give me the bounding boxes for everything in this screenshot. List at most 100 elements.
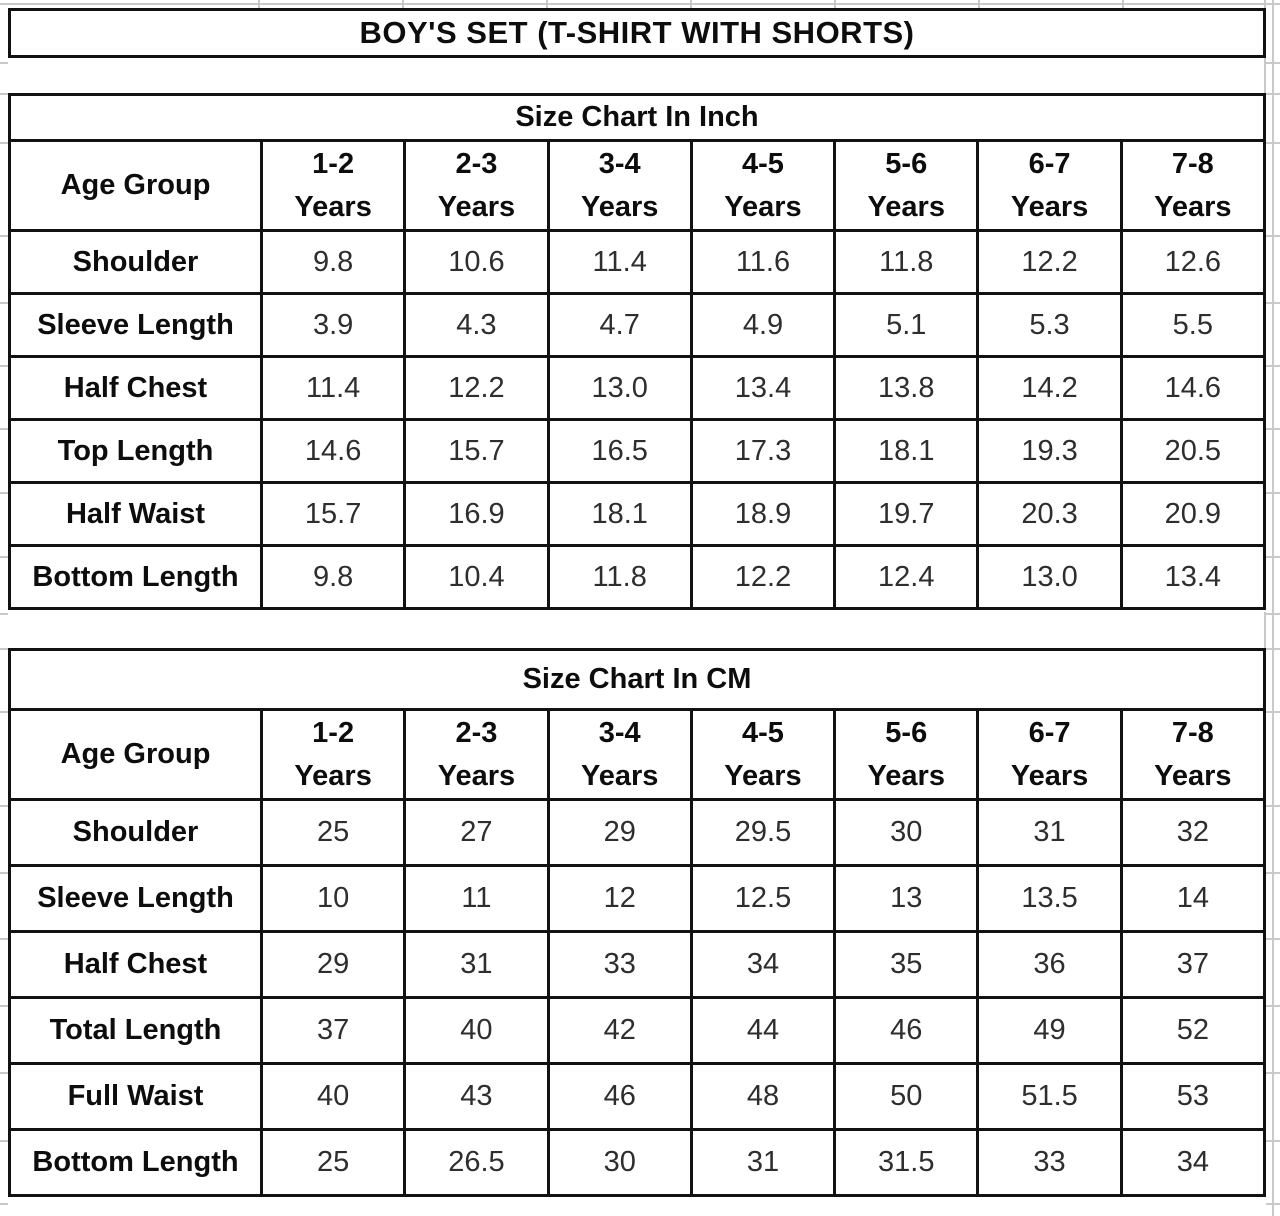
grid-line — [1266, 302, 1280, 304]
data-cell: 31.5 — [833, 1128, 980, 1197]
grid-line — [1272, 0, 1274, 1216]
data-cell: 19.7 — [833, 481, 980, 547]
grid-line — [258, 0, 260, 9]
data-cell: 17.3 — [689, 418, 837, 484]
table-header-row: Age Group 1-2 Years 2-3 Years 3-4 Years 4-5… — [8, 139, 1267, 232]
data-cell: 49 — [976, 996, 1123, 1065]
grid-line — [0, 1140, 8, 1142]
grid-line — [0, 613, 8, 615]
data-cell: 16.9 — [403, 481, 550, 547]
data-cell: 13.4 — [1119, 544, 1267, 610]
data-cell: 30 — [833, 798, 980, 867]
data-cell: 46 — [833, 996, 980, 1065]
age-unit: Years — [294, 190, 372, 223]
data-cell: 16.5 — [546, 418, 693, 484]
table-header-row: Age Group 1-2 Years 2-3 Years 3-4 Years 4-5… — [8, 708, 1267, 801]
grid-line — [1266, 556, 1280, 558]
data-cell: 30 — [546, 1128, 693, 1197]
data-cell: 29 — [546, 798, 693, 867]
data-cell: 53 — [1119, 1062, 1267, 1131]
col-header: 3-4 Years — [546, 139, 693, 232]
age-unit: Years — [1154, 190, 1232, 223]
data-cell: 48 — [689, 1062, 837, 1131]
data-cell: 25 — [259, 798, 407, 867]
grid-line — [0, 492, 8, 494]
data-cell: 18.1 — [833, 418, 980, 484]
grid-line — [1266, 648, 1280, 650]
table-row: Shoulder 9.8 10.6 11.4 11.6 11.8 12.2 12… — [8, 229, 1267, 295]
grid-line — [0, 62, 8, 64]
data-cell: 13.0 — [976, 544, 1123, 610]
age-unit: Years — [1010, 190, 1089, 223]
data-cell: 5.1 — [833, 292, 980, 358]
data-cell: 29 — [259, 930, 407, 999]
data-cell: 51.5 — [976, 1062, 1123, 1131]
age-range: 7-8 — [1171, 716, 1214, 749]
data-cell: 20.5 — [1119, 418, 1267, 484]
grid-line — [0, 872, 8, 874]
age-range: 4-5 — [742, 147, 784, 180]
corner-header-age-group: Age Group — [8, 139, 263, 232]
data-cell: 25 — [259, 1128, 407, 1197]
col-header: 6-7 Years — [976, 708, 1123, 801]
row-label: Shoulder — [8, 229, 263, 295]
data-cell: 37 — [259, 996, 407, 1065]
data-cell: 5.5 — [1119, 292, 1267, 358]
data-cell: 12.5 — [689, 864, 837, 933]
age-unit: Years — [580, 759, 659, 792]
grid-line — [1264, 0, 1266, 9]
data-cell: 13.0 — [546, 355, 693, 421]
grid-line — [0, 1005, 8, 1007]
grid-line — [0, 365, 8, 367]
row-label: Half Waist — [8, 481, 263, 547]
data-cell: 12.2 — [689, 544, 837, 610]
grid-line — [402, 0, 404, 9]
col-header: 7-8 Years — [1119, 708, 1267, 801]
row-label: Sleeve Length — [8, 292, 263, 358]
data-cell: 11.6 — [689, 229, 837, 295]
grid-line — [0, 428, 8, 430]
data-cell: 26.5 — [403, 1128, 550, 1197]
data-cell: 3.9 — [259, 292, 407, 358]
age-unit: Years — [580, 190, 659, 223]
grid-line — [1266, 492, 1280, 494]
grid-line — [0, 1203, 8, 1205]
data-cell: 13.4 — [689, 355, 837, 421]
table-row: Bottom Length 25 26.5 30 31 31.5 33 34 — [8, 1128, 1267, 1197]
row-label: Bottom Length — [8, 544, 263, 610]
table-title-row: Size Chart In Inch — [8, 93, 1266, 142]
data-cell: 33 — [976, 1128, 1123, 1197]
age-range: 5-6 — [885, 716, 928, 749]
col-header: 5-6 Years — [833, 708, 980, 801]
data-cell: 15.7 — [403, 418, 550, 484]
col-header: 2-3 Years — [403, 139, 550, 232]
data-cell: 52 — [1119, 996, 1267, 1065]
data-cell: 13 — [833, 864, 980, 933]
data-cell: 12.2 — [976, 229, 1123, 295]
data-cell: 15.7 — [259, 481, 407, 547]
col-header: 4-5 Years — [689, 139, 837, 232]
data-cell: 37 — [1119, 930, 1267, 999]
data-cell: 13.5 — [976, 864, 1123, 933]
age-unit: Years — [867, 190, 945, 223]
data-cell: 34 — [1119, 1128, 1267, 1197]
age-range: 3-4 — [598, 716, 641, 749]
table-row: Top Length 14.6 15.7 16.5 17.3 18.1 19.3… — [8, 418, 1267, 484]
table-row: Total Length 37 40 42 44 46 49 52 — [8, 996, 1267, 1065]
data-cell: 40 — [259, 1062, 407, 1131]
age-range: 3-4 — [598, 147, 641, 180]
data-cell: 14.2 — [976, 355, 1123, 421]
age-unit: Years — [437, 190, 516, 223]
grid-line — [1266, 428, 1280, 430]
data-cell: 4.3 — [403, 292, 550, 358]
grid-line — [0, 235, 8, 237]
row-label: Half Chest — [8, 930, 263, 999]
grid-line — [1266, 938, 1280, 940]
table-row: Sleeve Length 3.9 4.3 4.7 4.9 5.1 5.3 5.… — [8, 292, 1267, 358]
age-range: 2-3 — [455, 716, 498, 749]
col-header: 2-3 Years — [403, 708, 550, 801]
age-unit: Years — [1010, 759, 1089, 792]
data-cell: 10.6 — [403, 229, 550, 295]
grid-line — [0, 3, 1280, 5]
grid-line — [0, 142, 8, 144]
